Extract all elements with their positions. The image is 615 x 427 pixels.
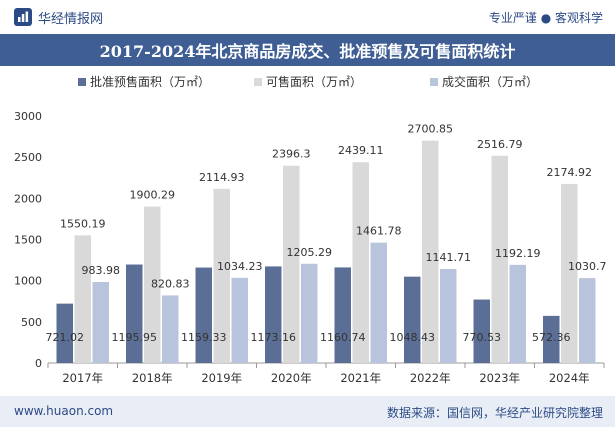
bar [370,242,387,363]
bar [422,140,439,363]
bar [265,266,282,363]
footer-source: 数据来源：国信网，华经产业研究院整理 [386,406,603,420]
bar [74,235,91,363]
data-label: 1034.23 [217,260,263,273]
bar [56,303,73,363]
bar [144,206,161,363]
bar [162,295,179,363]
data-label: 721.02 [46,331,85,344]
chart-area: 批准预售面积（万㎡） 可售面积（万㎡） 成交面积（万㎡） 0 500 1000 1500 20… [0,66,615,396]
bar [473,299,490,363]
legend-swatch [254,78,262,86]
data-label: 2396.3 [272,148,311,161]
x-tick-label: 2017年 [62,371,103,385]
brand-name: 华经情报网 [38,11,104,27]
data-label: 1048.43 [390,331,436,344]
data-label: 983.98 [82,264,121,277]
y-tick-label: 0 [35,357,42,370]
data-label: 820.83 [151,277,190,290]
y-tick-label: 1500 [14,234,42,247]
data-label: 1461.78 [356,225,402,238]
data-label: 1192.19 [495,247,541,260]
top-bar: 华经情报网 专业严谨 ● 客观科学 [0,0,615,34]
bar [283,165,300,363]
bar [543,315,560,363]
legend-swatch [78,78,86,86]
tagline: 专业严谨 ● 客观科学 [488,11,603,25]
bar [404,276,421,363]
legend-label: 成交面积（万㎡） [442,74,538,89]
data-label: 1195.95 [112,331,158,344]
bar [126,264,143,363]
bar [491,155,508,363]
x-tick-label: 2018年 [132,371,173,385]
chart-title: 2017-2024年北京商品房成交、批准预售及可售面积统计 [99,42,516,61]
data-label: 1160.74 [320,331,366,344]
y-tick-label: 1000 [14,275,42,288]
footer: www.huaon.com 数据来源：国信网，华经产业研究院整理 [0,396,615,427]
bar [231,277,248,363]
bar [579,278,596,363]
y-tick-label: 3000 [14,110,42,123]
data-label: 572.36 [532,331,571,344]
data-label: 2174.92 [547,166,593,179]
data-label: 1159.33 [181,331,227,344]
bar [334,267,351,363]
x-tick-label: 2022年 [410,371,451,385]
y-tick-label: 2000 [14,192,42,205]
y-tick-label: 500 [21,316,42,329]
legend-label: 可售面积（万㎡） [266,74,362,89]
title-bar: 2017-2024年北京商品房成交、批准预售及可售面积统计 [0,34,615,66]
legend-label: 批准预售面积（万㎡） [90,74,210,89]
x-tick-label: 2021年 [340,371,381,385]
data-label: 1900.29 [130,189,176,202]
x-tick-label: 2019年 [201,371,242,385]
data-label: 2439.11 [338,144,384,157]
bar [509,264,526,363]
legend-swatch [430,78,438,86]
bar [195,267,212,363]
bar-chart: 批准预售面积（万㎡） 可售面积（万㎡） 成交面积（万㎡） 0 500 1000 1500 20… [14,74,607,385]
data-label: 1030.7 [568,260,607,273]
bar [352,162,369,363]
data-label: 1205.29 [287,246,333,259]
data-label: 1550.19 [60,217,106,230]
bar [213,188,230,363]
brand[interactable]: 华经情报网 [14,8,104,27]
x-tick-label: 2023年 [479,371,520,385]
bar [561,183,578,363]
data-label: 770.53 [463,331,502,344]
data-label: 2114.93 [199,171,245,184]
y-tick-label: 2500 [14,151,42,164]
bar [301,263,318,363]
footer-site[interactable]: www.huaon.com [14,404,114,418]
data-label: 2700.85 [408,123,454,136]
data-label: 1173.16 [251,331,297,344]
x-tick-label: 2020年 [271,371,312,385]
bar [92,281,109,363]
data-label: 1141.71 [426,251,472,264]
brand-logo-icon [14,8,32,26]
data-label: 2516.79 [477,138,523,151]
x-tick-label: 2024年 [549,371,590,385]
bar [440,268,457,363]
